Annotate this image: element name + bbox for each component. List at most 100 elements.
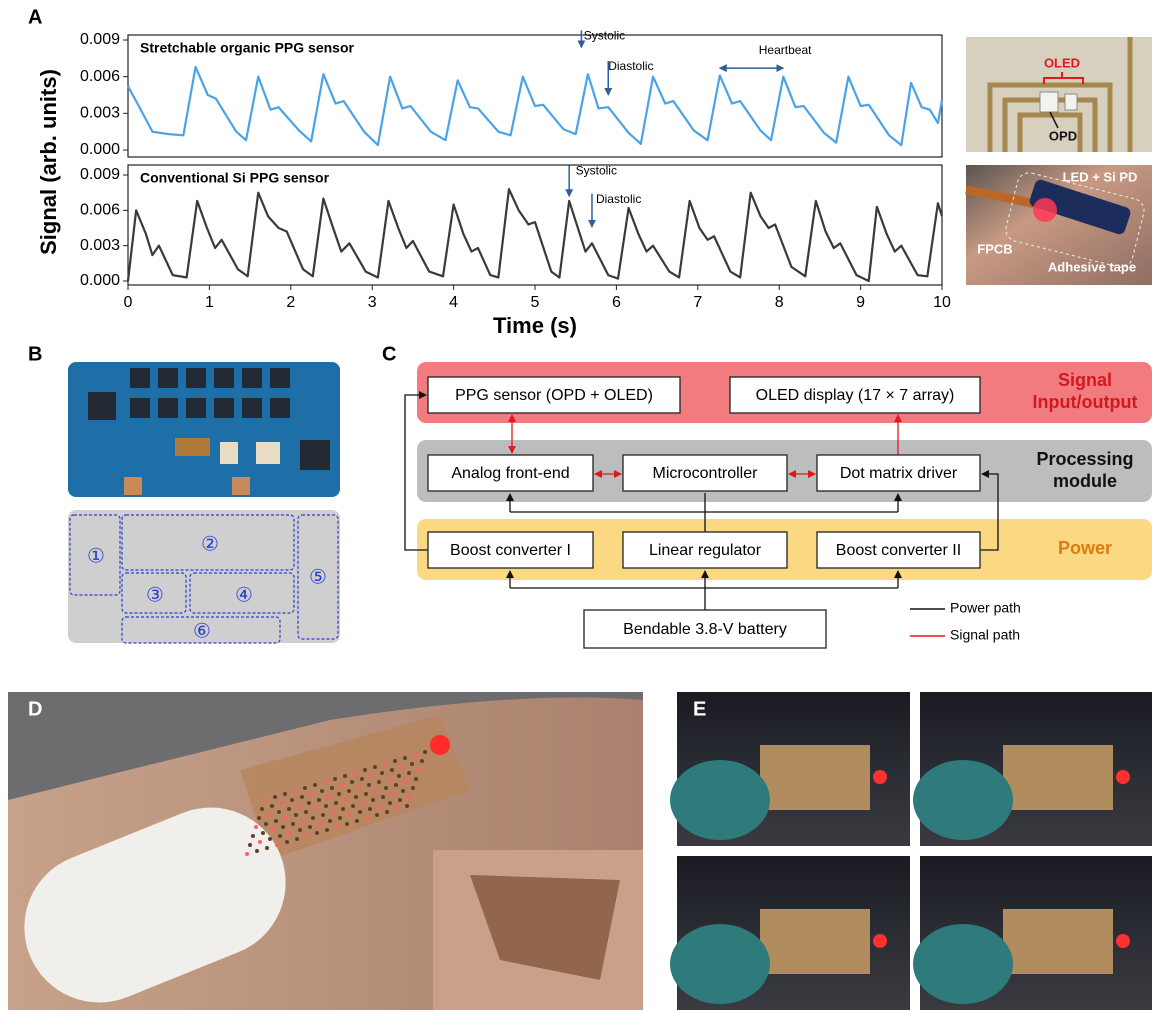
led-dot [370, 774, 374, 778]
led-dot [337, 792, 341, 796]
panel-label: C [382, 343, 396, 365]
led-dot [257, 816, 261, 820]
led-dot [411, 786, 415, 790]
led-dot [404, 780, 408, 784]
led-dot [334, 801, 338, 805]
led-dot [364, 792, 368, 796]
panel-label: E [693, 698, 706, 720]
led-dot [324, 804, 328, 808]
led-dot [338, 816, 342, 820]
led-dot [288, 831, 292, 835]
led-dot [398, 798, 402, 802]
led-dot [333, 777, 337, 781]
led-dot [360, 777, 364, 781]
led-dot [423, 750, 427, 754]
led-dot [340, 783, 344, 787]
y-axis-label: Signal (arb. units) [36, 69, 61, 255]
x-axis-label: Time (s) [493, 313, 577, 338]
led-dot [300, 795, 304, 799]
led-dot [321, 813, 325, 817]
y-tick-label: 0.003 [80, 237, 120, 254]
y-tick-label: 0.000 [80, 141, 120, 158]
led-dot [303, 786, 307, 790]
photo-label: FPCB [977, 241, 1012, 256]
led-dot [405, 804, 409, 808]
led-dot [270, 804, 274, 808]
x-tick-label: 10 [933, 294, 951, 311]
region-number: ⑥ [193, 620, 211, 642]
led-dot [345, 822, 349, 826]
led-dot [315, 831, 319, 835]
led-dot [385, 810, 389, 814]
x-tick-label: 8 [775, 294, 784, 311]
led-dot [365, 816, 369, 820]
figure: A Signal (arb. units) Time (s) 0.000 0.00… [0, 0, 1152, 1010]
block-label: Analog front-end [451, 465, 569, 482]
led-dot [281, 825, 285, 829]
x-tick-label: 7 [693, 294, 702, 311]
x-tick-label: 2 [286, 294, 295, 311]
photo-label: OPD [1049, 128, 1077, 143]
led-dot [400, 765, 404, 769]
led-dot [255, 849, 259, 853]
led-dot [401, 789, 405, 793]
led-dot [268, 837, 272, 841]
led-dot [374, 789, 378, 793]
annotation: Systolic [576, 164, 617, 178]
connectors [405, 395, 998, 636]
led-dot [343, 774, 347, 778]
y-tick-label: 0.003 [80, 105, 120, 122]
led-dot [347, 789, 351, 793]
led-dot [358, 810, 362, 814]
led-dot [328, 819, 332, 823]
legend-label: Power path [950, 600, 1021, 616]
led-dot [397, 774, 401, 778]
led-dot [383, 762, 387, 766]
led-dot [311, 816, 315, 820]
led-dot [273, 795, 277, 799]
photo-label: Adhesive tape [1048, 259, 1136, 274]
led-dot [295, 837, 299, 841]
led-dot [387, 777, 391, 781]
x-tick-label: 5 [531, 294, 540, 311]
legend-label: Signal path [950, 627, 1020, 643]
led-dot [298, 828, 302, 832]
region-number: ② [201, 533, 219, 555]
led-dot [384, 786, 388, 790]
led-dot [355, 819, 359, 823]
y-tick-label: 0.006 [80, 68, 120, 85]
x-tick-label: 0 [124, 294, 133, 311]
led-dot [331, 810, 335, 814]
led-dot [323, 780, 327, 784]
block-label: Boost converter II [836, 542, 961, 559]
led-dot [373, 765, 377, 769]
led-dot [301, 819, 305, 823]
led-dot [393, 759, 397, 763]
led-dot [357, 786, 361, 790]
led-dot [245, 852, 249, 856]
led-dot [278, 834, 282, 838]
panel-label: B [28, 343, 42, 365]
photos-e [670, 692, 1152, 1010]
group-label: Power [1058, 538, 1112, 558]
led-dot [361, 801, 365, 805]
led-dot [403, 756, 407, 760]
led-dot [363, 768, 367, 772]
led-dot [410, 762, 414, 766]
panel-label: D [28, 698, 42, 720]
x-tick-label: 9 [856, 294, 865, 311]
data-line [128, 67, 942, 145]
y-tick-label: 0.009 [80, 166, 120, 183]
led-dot [327, 795, 331, 799]
led-dot [341, 807, 345, 811]
led-dot [351, 804, 355, 808]
region-number: ④ [235, 584, 253, 606]
panel-label: A [28, 6, 42, 28]
led-dot [368, 807, 372, 811]
x-tick-label: 4 [449, 294, 458, 311]
led-dot [274, 819, 278, 823]
led-dot [318, 822, 322, 826]
led-dot [261, 831, 265, 835]
region-number: ① [87, 545, 105, 567]
